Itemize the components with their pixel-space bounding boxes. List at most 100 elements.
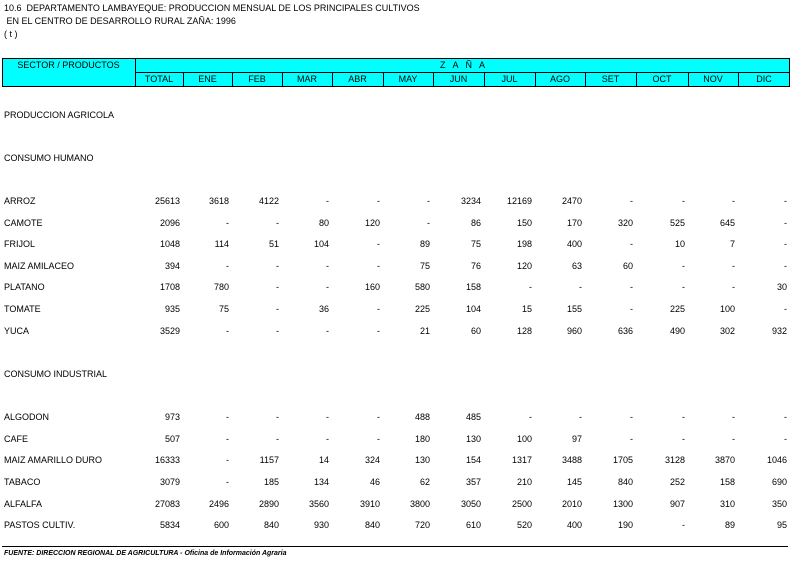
cell: 2470: [561, 196, 582, 206]
row-label: TOMATE: [4, 304, 41, 314]
cell: 225: [669, 304, 685, 314]
group-label: CONSUMO HUMANO: [4, 153, 94, 163]
cell: -: [784, 412, 787, 423]
cell: -: [427, 196, 430, 206]
header-divider: [738, 72, 739, 87]
cell: 1705: [612, 455, 633, 466]
row-label: TABACO: [4, 477, 41, 487]
column-header: MAY: [398, 74, 418, 84]
cell: 324: [364, 455, 380, 466]
column-header: TOTAL: [144, 74, 174, 84]
header-divider: [688, 72, 689, 87]
cell: 30: [776, 282, 787, 293]
row-label: ARROZ: [4, 196, 36, 206]
cell: -: [630, 304, 633, 314]
cell: -: [682, 260, 685, 271]
cell: 7: [729, 239, 735, 250]
cell: -: [630, 282, 633, 293]
cell: 636: [617, 325, 633, 336]
cell: 36: [318, 304, 329, 314]
cell: 488: [414, 412, 430, 423]
cell: 3050: [460, 498, 481, 509]
row-label: CAMOTE: [4, 217, 43, 228]
cell: -: [276, 217, 279, 228]
column-header: AGO: [549, 74, 570, 84]
cell: 840: [617, 477, 633, 487]
cell: 120: [516, 260, 532, 271]
cell: 46: [369, 477, 380, 487]
cell: 14: [318, 455, 329, 466]
cell: 104: [313, 239, 329, 250]
cell: 128: [516, 325, 532, 336]
cell: -: [682, 412, 685, 423]
row-label: ALGODON: [4, 412, 50, 423]
header-divider: [183, 72, 184, 87]
header-divider: [383, 72, 384, 87]
cell: 120: [364, 217, 380, 228]
cell: -: [377, 260, 380, 271]
cell: -: [630, 239, 633, 250]
cell: 15: [521, 304, 532, 314]
column-header: JUL: [501, 74, 518, 84]
cell: 114: [214, 239, 229, 250]
cell: 158: [465, 282, 481, 293]
cell: -: [276, 412, 279, 423]
cell: -: [630, 412, 633, 423]
cell: -: [226, 455, 229, 466]
cell: -: [784, 239, 787, 250]
row-label: MAIZ AMILACEO: [4, 260, 75, 271]
cell: -: [276, 304, 279, 314]
header-divider: [282, 72, 283, 87]
header-divider: [135, 58, 136, 87]
cell: 1157: [259, 455, 279, 466]
cell: 907: [669, 498, 685, 509]
footer: FUENTE: DIRECCION REGIONAL DE AGRICULTUR…: [4, 550, 287, 557]
cell: 3079: [159, 477, 180, 487]
cell: -: [682, 196, 685, 206]
cell: -: [326, 260, 329, 271]
column-header: NOV: [703, 74, 723, 84]
cell: -: [784, 260, 787, 271]
cell: 150: [516, 217, 532, 228]
cell: -: [226, 433, 229, 444]
cell: 394: [164, 260, 180, 271]
cell: -: [784, 217, 787, 228]
cell: 520: [516, 520, 532, 531]
cell: 320: [617, 217, 633, 228]
cell: 21: [419, 325, 430, 336]
column-header: DIC: [756, 74, 772, 84]
cell: 400: [566, 520, 582, 531]
cell: 60: [470, 325, 481, 336]
cell: 960: [566, 325, 582, 336]
cell: -: [579, 412, 582, 423]
cell: 75: [218, 304, 229, 314]
cell: -: [326, 433, 329, 444]
cell: -: [732, 433, 735, 444]
cell: 95: [776, 520, 787, 531]
cell: 185: [263, 477, 279, 487]
cell: -: [529, 282, 532, 293]
column-header: ABR: [348, 74, 367, 84]
cell: 357: [465, 477, 481, 487]
cell: 4122: [258, 196, 279, 206]
cell: 51: [268, 239, 279, 250]
cell: -: [732, 412, 735, 423]
cell: 2010: [561, 498, 582, 509]
cell: 80: [318, 217, 329, 228]
cell: 1048: [159, 239, 180, 250]
group-label: CONSUMO INDUSTRIAL: [4, 369, 108, 380]
cell: -: [377, 325, 380, 336]
cell: 1708: [159, 282, 180, 293]
header-divider: [585, 72, 586, 87]
cell: 10: [674, 239, 685, 250]
cell: -: [784, 196, 787, 206]
cell: -: [732, 260, 735, 271]
cell: -: [276, 325, 279, 336]
cell: -: [326, 282, 329, 293]
cell: 16333: [154, 455, 180, 466]
row-label: YUCA: [4, 325, 30, 336]
cell: 973: [164, 412, 180, 423]
cell: 2500: [511, 498, 532, 509]
cell: -: [226, 325, 229, 336]
cell: 645: [719, 217, 735, 228]
